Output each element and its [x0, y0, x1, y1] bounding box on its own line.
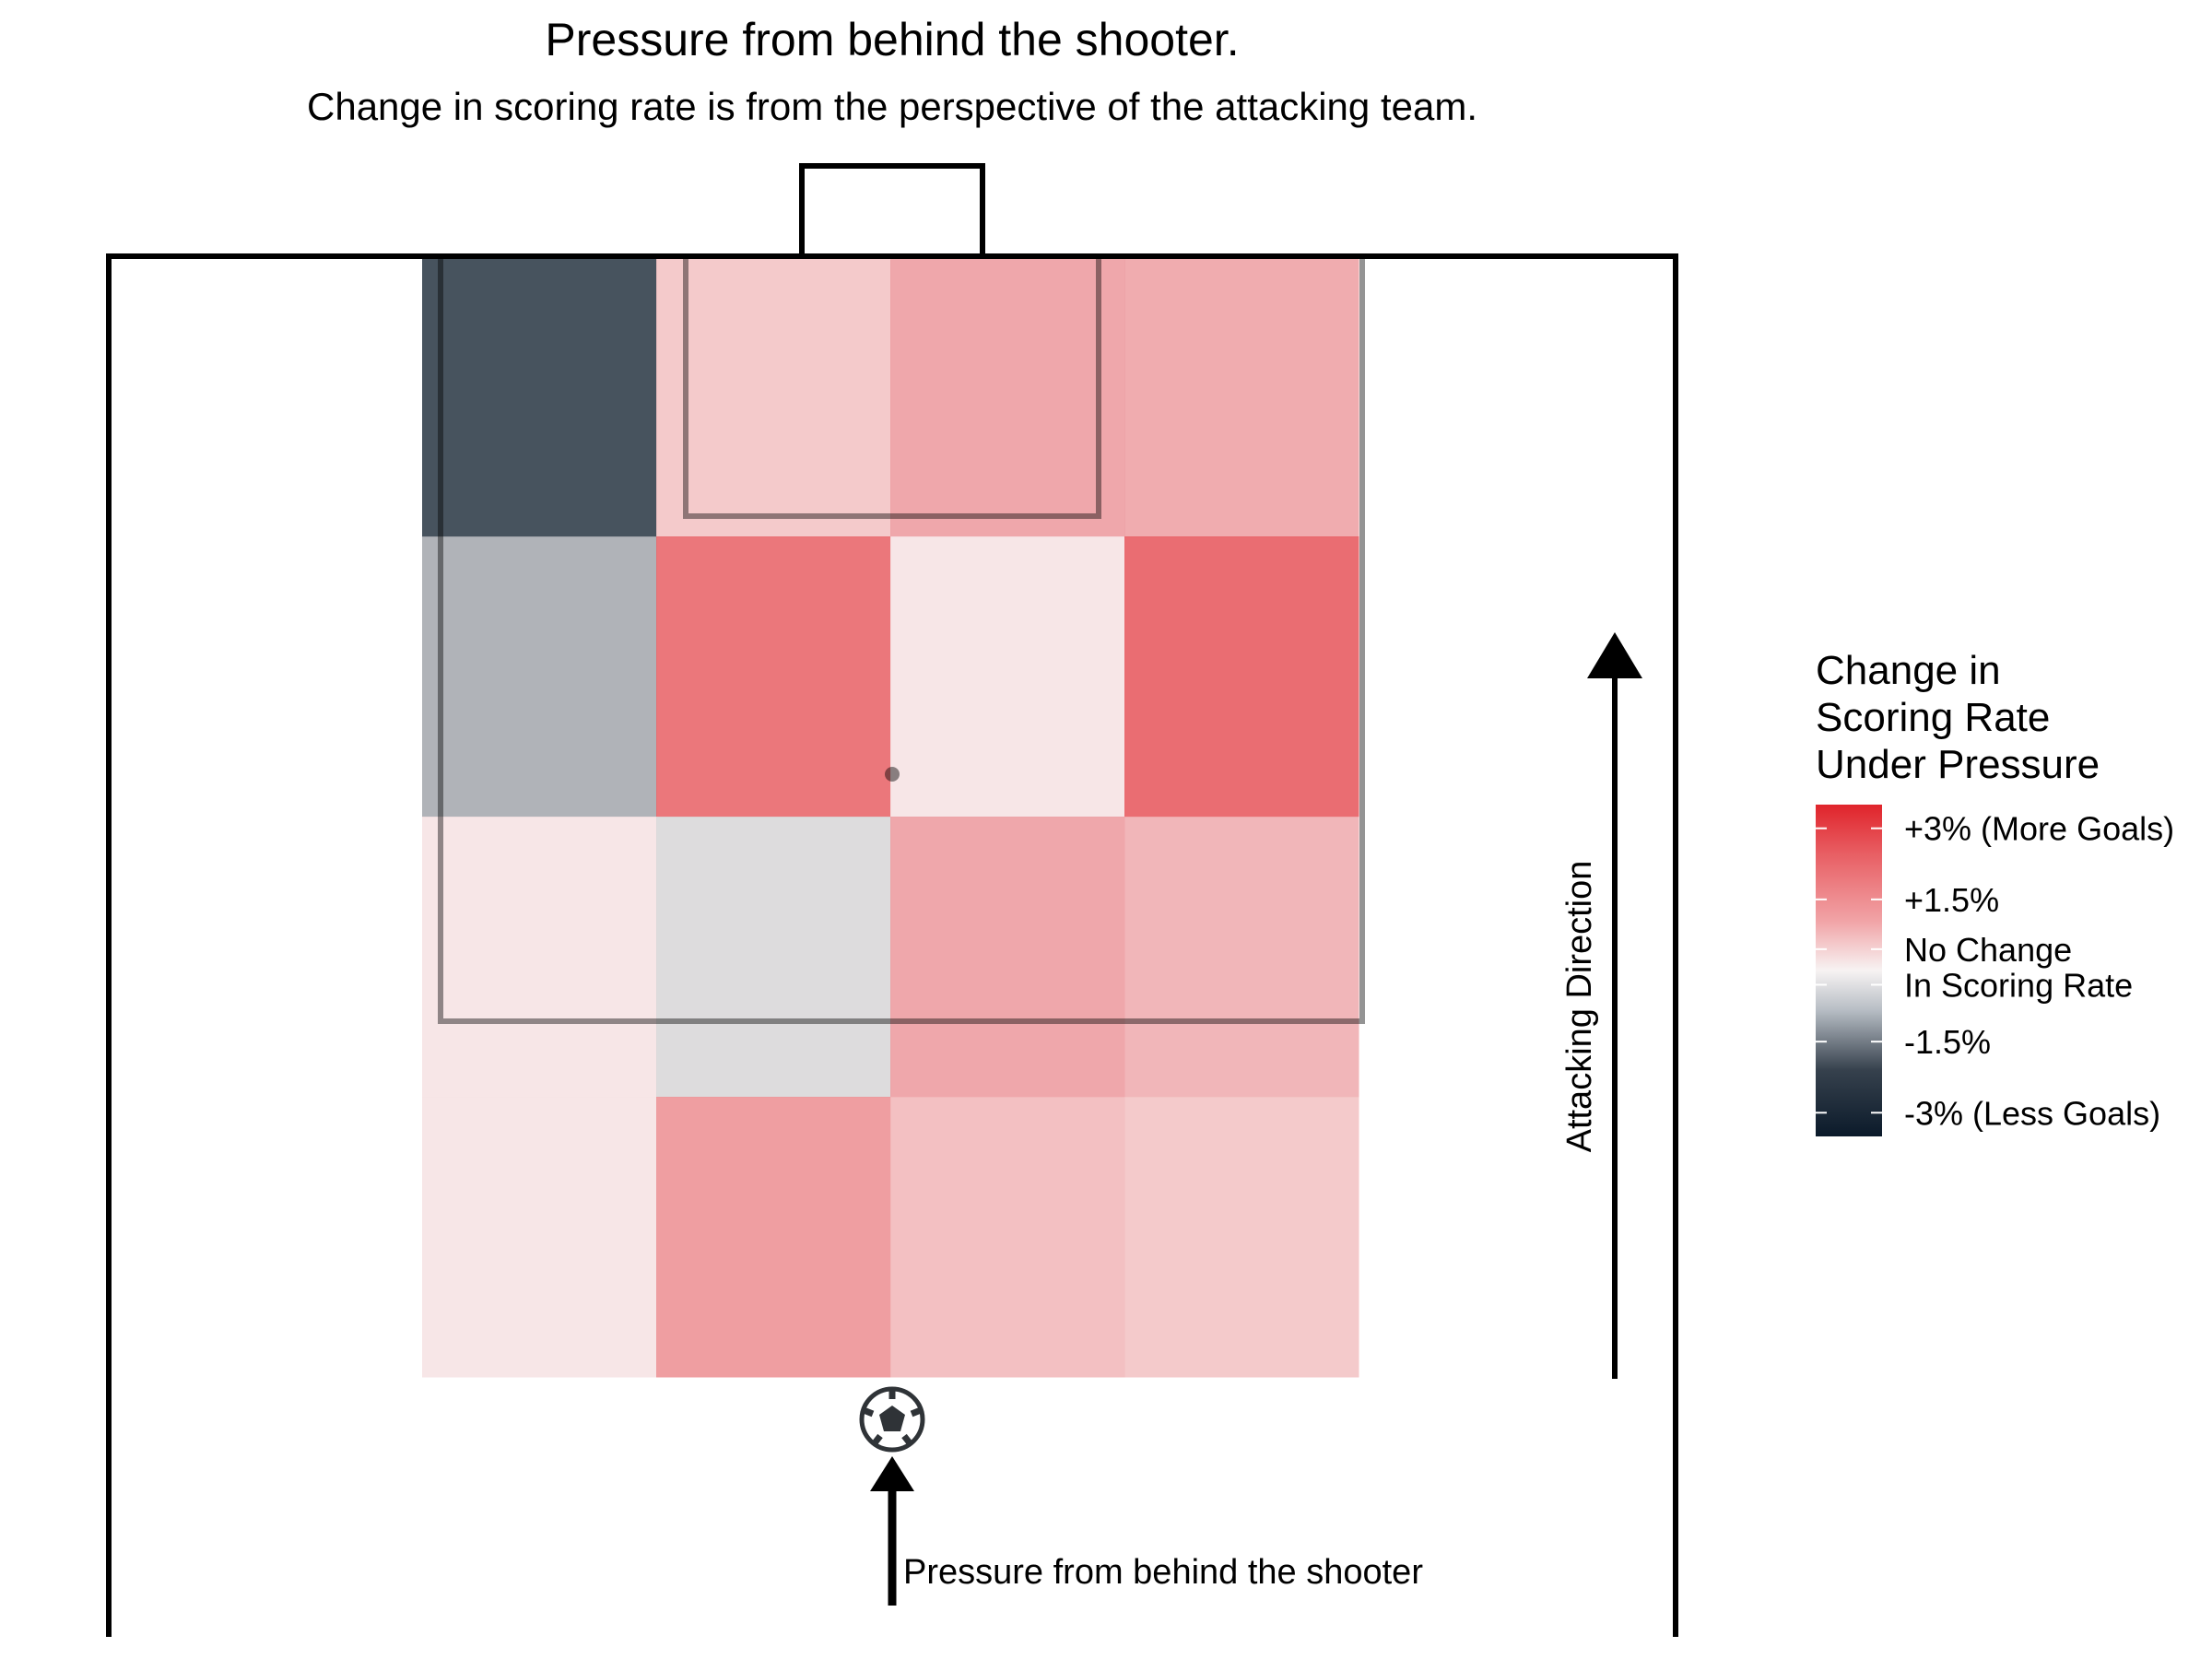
- six-yard-box: [683, 253, 1101, 519]
- penalty-box: [438, 253, 1365, 1024]
- legend-title-line-2: Scoring Rate: [1816, 695, 2050, 740]
- heatmap-cell-r3-c1: [422, 817, 657, 1098]
- legend-label-2: +1.5%: [1904, 881, 1999, 919]
- heatmap-cell-r2-c2: [656, 536, 891, 818]
- legend: Change in Scoring Rate Under Pressure +3…: [1816, 648, 2174, 1136]
- legend-label-3: No Change: [1904, 931, 2072, 969]
- heatmap-cell-r1-c2: [656, 256, 891, 537]
- heatmap-cell-r4-c1: [422, 1097, 657, 1378]
- heatmap-cell-r4-c3: [890, 1097, 1125, 1378]
- heatmap-cell-r3-c3: [890, 817, 1125, 1098]
- heatmap-cell-r1-c1: [422, 256, 657, 537]
- legend-label-5: -1.5%: [1904, 1023, 1991, 1061]
- soccer-ball-icon: [859, 1386, 925, 1453]
- chart-title: Pressure from behind the shooter.: [545, 14, 1239, 65]
- chart-subtitle: Change in scoring rate is from the persp…: [307, 85, 1477, 128]
- legend-title-line-1: Change in: [1816, 648, 2001, 693]
- goal-frame: [799, 163, 985, 256]
- heatmap-tiles: [422, 256, 1359, 1378]
- heatmap-cell-r4-c4: [1124, 1097, 1359, 1378]
- pitch-lines: [106, 163, 1678, 1637]
- pressure-arrow: [870, 1456, 914, 1606]
- heatmap-cell-r2-c3: [890, 536, 1125, 818]
- heatmap-cell-r3-c2: [656, 817, 891, 1098]
- pressure-label: Pressure from behind the shooter: [903, 1553, 1423, 1592]
- attacking-direction-arrow: [1587, 632, 1642, 1379]
- legend-label-6: -3% (Less Goals): [1904, 1094, 2160, 1132]
- heatmap-cell-r2-c1: [422, 536, 657, 818]
- heatmap-cell-r4-c2: [656, 1097, 891, 1378]
- shooter-position-dot: [885, 767, 900, 782]
- heatmap-cell-r1-c4: [1124, 256, 1359, 537]
- heatmap-cell-r2-c4: [1124, 536, 1359, 818]
- legend-colorbar: [1816, 805, 1882, 1136]
- pitch-outline: [106, 253, 1678, 1637]
- attacking-direction-label: Attacking Direction: [1560, 861, 1599, 1153]
- heatmap-cell-r3-c4: [1124, 817, 1359, 1098]
- legend-title-line-3: Under Pressure: [1816, 742, 2100, 787]
- heatmap-cell-r1-c3: [890, 256, 1125, 537]
- legend-label-4: In Scoring Rate: [1904, 966, 2133, 1004]
- legend-label-1: +3% (More Goals): [1904, 810, 2174, 848]
